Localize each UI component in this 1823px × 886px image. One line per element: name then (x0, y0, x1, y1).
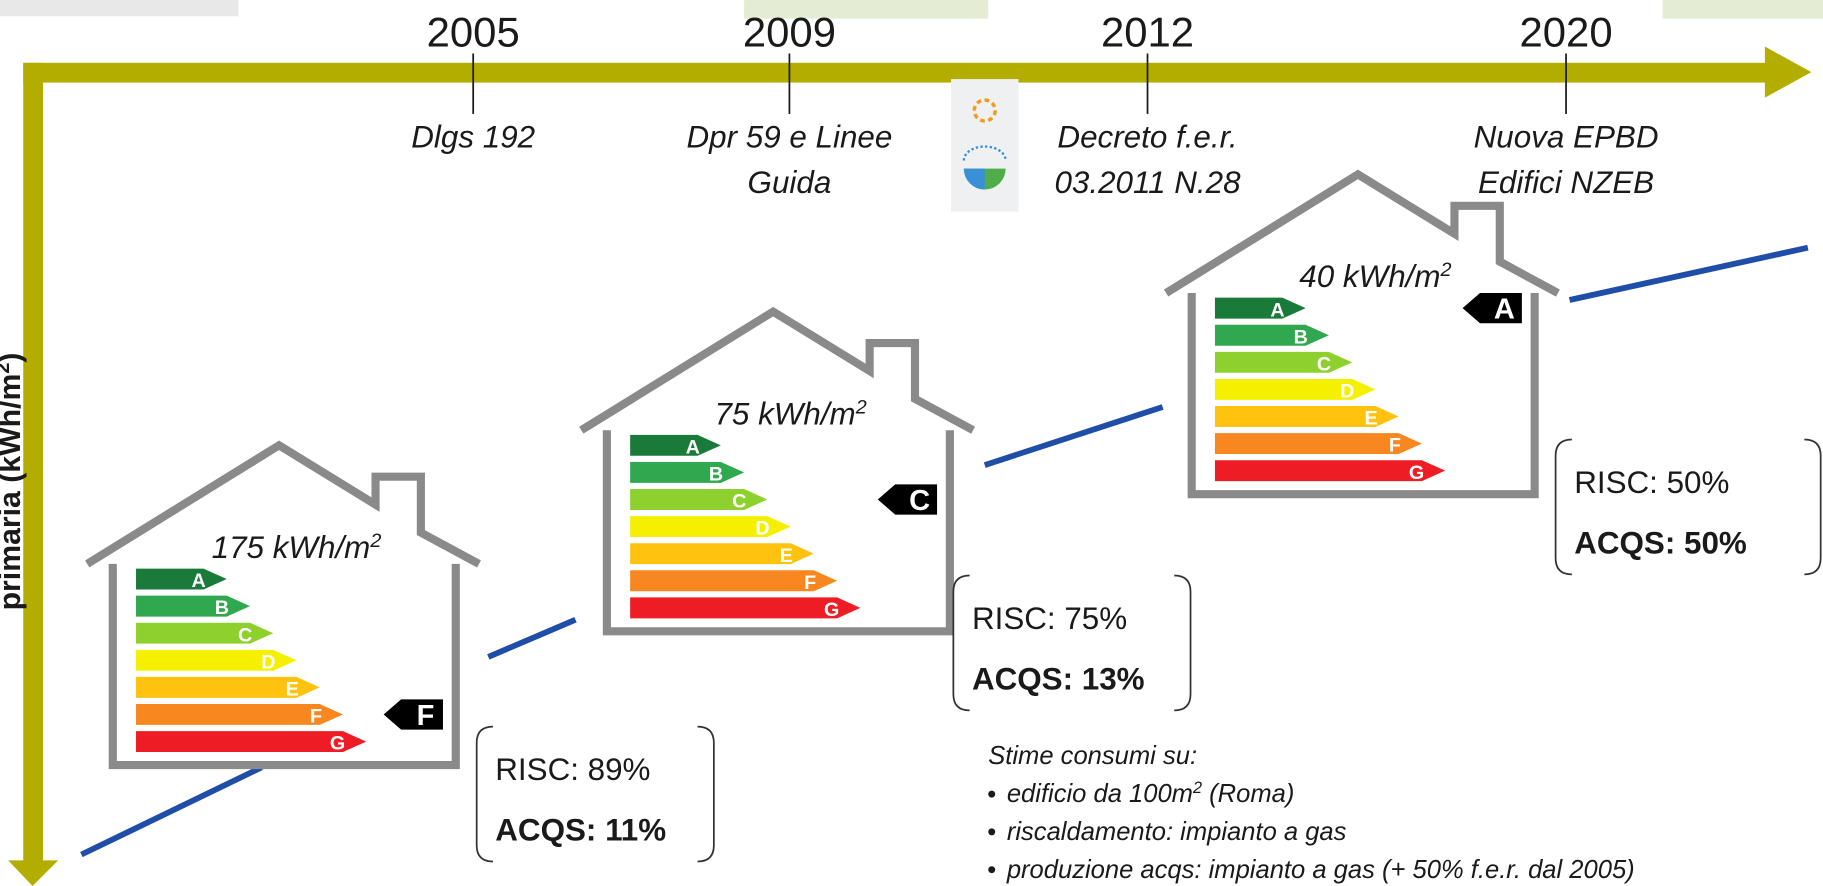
consumption-value: 75 kWh/m (714, 396, 855, 431)
background-image (0, 0, 238, 16)
energy-bar-letter: D (1340, 381, 1354, 403)
energy-bar-letter: E (780, 545, 793, 567)
trend-segment (985, 407, 1163, 465)
consumption-label: 75 kWh/m2 (714, 396, 866, 431)
consumption-value: 175 kWh/m (212, 530, 371, 565)
energy-bar-letter: F (310, 706, 322, 728)
trend-segment (1570, 248, 1808, 300)
energy-bar-letter: A (192, 570, 206, 592)
consumption-value: 40 kWh/m (1299, 259, 1440, 294)
energy-bar (1215, 325, 1329, 346)
y-axis-label-text: primaria (kWh/m (0, 374, 27, 611)
risc-share: RISC: 89% (495, 752, 650, 787)
energy-bar-letter: C (238, 624, 252, 646)
energy-bar-letter: D (261, 651, 275, 673)
trend-segment (488, 620, 575, 657)
energy-bar-letter: D (755, 518, 769, 540)
value-axis-arrow (8, 860, 58, 886)
bracket-right (1804, 440, 1820, 575)
energy-bar-letter: B (1294, 326, 1308, 348)
notes-heading: Stime consumi su: (988, 742, 1197, 770)
event-label: Dpr 59 e Linee (687, 120, 893, 155)
energy-bar-letter: C (732, 491, 746, 513)
bracket-left (477, 727, 493, 862)
consumption-unit-exp: 2 (1440, 259, 1452, 281)
year-label: 2020 (1520, 9, 1613, 56)
energy-bar-letter: F (1389, 435, 1401, 457)
year-label: 2009 (743, 9, 836, 56)
energy-bar (630, 489, 767, 510)
bullet (988, 866, 995, 873)
energy-bar (630, 462, 744, 483)
notes-item: riscaldamento: impianto a gas (1007, 818, 1347, 846)
bracket-left (1556, 440, 1572, 575)
consumption-unit-exp: 2 (855, 396, 867, 418)
energy-bar-letter: B (709, 464, 723, 486)
year-label: 2012 (1101, 9, 1194, 56)
consumption-label: 175 kWh/m2 (212, 530, 382, 565)
background-image (1663, 0, 1823, 19)
notes-item-part: 2 (1192, 779, 1202, 797)
energy-bar-letter: G (1409, 462, 1424, 484)
risc-share: RISC: 50% (1574, 465, 1729, 500)
notes-item: edificio da 100m2 (Roma) (1007, 779, 1295, 808)
y-axis-label: primaria (kWh/m2) (0, 353, 27, 611)
slide: 2005 Dlgs 192 2009 Dpr 59 e Linee Guida 2012 D… (0, 0, 1823, 886)
acqs-share: ACQS: 13% (972, 661, 1145, 696)
bullet (988, 828, 995, 835)
time-axis (23, 63, 1769, 83)
event-label: Edifici NZEB (1478, 165, 1654, 200)
consumption-label: 40 kWh/m2 (1299, 259, 1451, 294)
rating-letter: F (417, 700, 435, 732)
y-axis-label-sup: 2 (0, 363, 14, 374)
energy-bar-letter: A (1270, 299, 1284, 321)
energy-bar (136, 596, 250, 617)
trend-segment (81, 767, 261, 854)
rating-letter: A (1494, 294, 1515, 326)
time-axis-arrow (1765, 47, 1812, 98)
rating-letter: C (909, 485, 930, 517)
house: ABCDEFG175 kWh/m2F (87, 445, 479, 765)
event-label: Decreto f.e.r. (1057, 120, 1237, 155)
event-label: Dlgs 192 (411, 120, 535, 155)
energy-bar-letter: G (824, 599, 839, 621)
acqs-share: ACQS: 50% (1574, 525, 1747, 560)
energy-bar-letter: E (1365, 408, 1378, 430)
notes-item-part: riscaldamento: impianto a gas (1007, 818, 1347, 846)
bracket-right (698, 727, 714, 862)
event-label: 03.2011 N.28 (1054, 165, 1241, 200)
energy-bar-letter: B (215, 597, 229, 619)
acqs-share: ACQS: 11% (495, 813, 666, 848)
energy-bar-letter: G (330, 733, 345, 755)
notes-item-part: (Roma) (1202, 780, 1294, 808)
event-label: Nuova EPBD (1474, 120, 1659, 155)
renewable-icon (951, 79, 1018, 212)
house: ABCDEFG40 kWh/m2A (1166, 174, 1558, 494)
bracket-left (953, 576, 969, 711)
energy-bar-letter: A (686, 436, 700, 458)
notes-item: produzione acqs: impianto a gas (+ 50% f… (1006, 856, 1635, 884)
consumption-unit-exp: 2 (369, 530, 381, 552)
year-label: 2005 (427, 9, 520, 56)
risc-share: RISC: 75% (972, 601, 1127, 636)
event-label: Guida (748, 165, 832, 200)
notes-item-part: produzione acqs: impianto a gas (+ 50% f… (1006, 856, 1635, 884)
energy-bar-letter: F (804, 572, 816, 594)
energy-bar-letter: E (286, 679, 299, 701)
energy-bar (136, 623, 273, 644)
bullet (988, 791, 995, 798)
notes-item-part: edificio da 100m (1007, 780, 1193, 808)
y-axis-label-close: ) (0, 353, 27, 363)
bracket-right (1174, 576, 1190, 711)
energy-bar-letter: C (1317, 353, 1331, 375)
energy-bar (1215, 352, 1352, 373)
